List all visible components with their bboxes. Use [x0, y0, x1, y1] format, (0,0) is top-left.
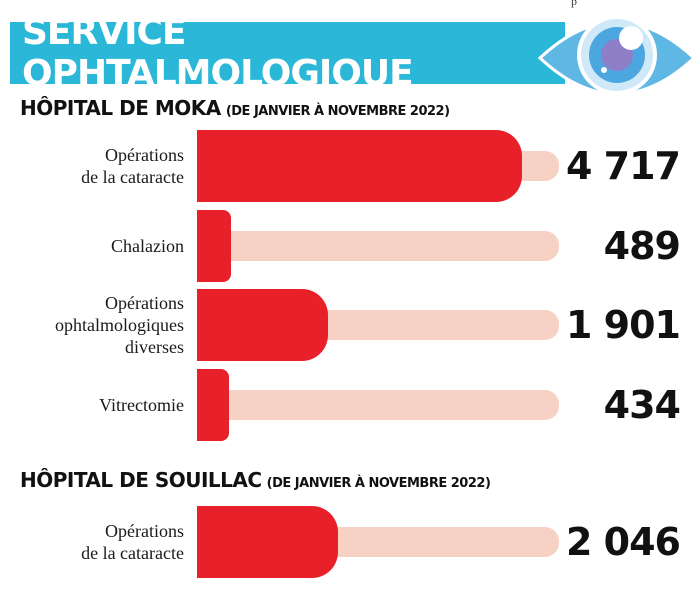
title-banner: SERVICE OPHTALMOLOGIQUE — [10, 12, 565, 94]
bar — [197, 369, 229, 441]
chart-row: Opérations de la cataracte 4 717 — [0, 130, 700, 202]
section-subtitle: (DE JANVIER À NOVEMBRE 2022) — [225, 104, 450, 119]
category-label: Opérations ophtalmologiques diverses — [55, 293, 184, 357]
category-label: Vitrectomie — [99, 395, 184, 415]
value-label: 2 046 — [566, 520, 681, 564]
section-title: HÔPITAL DE SOUILLAC — [20, 468, 262, 492]
value-label: 1 901 — [566, 303, 681, 347]
eye-icon — [537, 15, 697, 96]
section-subtitle: (DE JANVIER À NOVEMBRE 2022) — [266, 476, 491, 491]
bar — [197, 506, 338, 578]
value-label: 434 — [603, 383, 681, 427]
section-heading-souillac: HÔPITAL DE SOUILLAC (DE JANVIER À NOVEMB… — [20, 468, 491, 492]
page-title: SERVICE OPHTALMOLOGIQUE — [22, 12, 414, 94]
bar-track — [197, 390, 559, 420]
section-heading-moka: HÔPITAL DE MOKA (DE JANVIER À NOVEMBRE 2… — [20, 96, 450, 120]
bar-track — [197, 231, 559, 261]
category-label: Chalazion — [111, 236, 184, 256]
bar — [197, 289, 328, 361]
value-label: 489 — [603, 224, 681, 268]
bar — [197, 210, 231, 282]
bar — [197, 130, 522, 202]
chart-row: Vitrectomie 434 — [0, 369, 700, 441]
chart-row: Opérations de la cataracte 2 046 — [0, 506, 700, 578]
chart-row: Chalazion 489 — [0, 210, 700, 282]
value-label: 4 717 — [566, 144, 681, 188]
category-label: Opérations de la cataracte — [81, 521, 184, 563]
category-label: Opérations de la cataracte — [81, 145, 184, 187]
chart-row: Opérations ophtalmologiques diverses 1 90… — [0, 289, 700, 361]
section-title: HÔPITAL DE MOKA — [20, 96, 221, 120]
corner-mark: p — [571, 0, 577, 8]
